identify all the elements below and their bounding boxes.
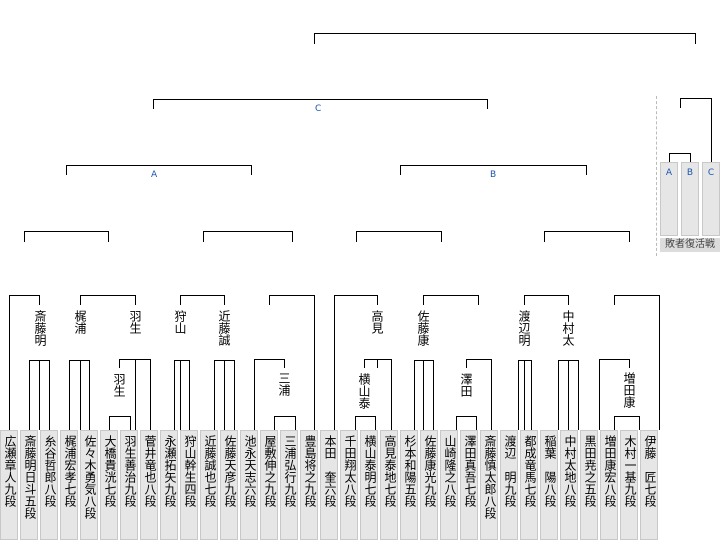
winner-label: 梶浦	[73, 310, 87, 334]
player-cell: 杉本和陽五段	[400, 430, 418, 540]
winner-label: 狩山	[173, 310, 187, 334]
revival-slot-b: B	[681, 162, 699, 236]
player-cell: 狩山幹生四段	[180, 430, 198, 540]
player-cell: 羽生善治九段	[120, 430, 138, 540]
player-cell: 澤田真吾七段	[460, 430, 478, 540]
player-cell: 三浦弘行九段	[280, 430, 298, 540]
player-cell: 広瀬章人九段	[0, 430, 18, 540]
player-cell: 佐藤天彦九段	[220, 430, 238, 540]
winner-label: 増田康	[622, 372, 636, 408]
player-cell: 佐々木勇気八段	[80, 430, 98, 540]
player-cell: 池永天志六段	[240, 430, 258, 540]
player-cell: 中村太地八段	[560, 430, 578, 540]
player-cell: 斎藤慎太郎八段	[480, 430, 498, 540]
player-cell: 梶浦宏孝七段	[60, 430, 78, 540]
player-cell: 佐藤康光九段	[420, 430, 438, 540]
winner-label: 近藤誠	[217, 310, 231, 346]
winner-label: 中村太	[561, 310, 575, 346]
revival-slot-a: A	[660, 162, 678, 236]
winner-label: 佐藤康	[416, 310, 430, 346]
revival-separator	[656, 96, 657, 256]
player-cell: 千田翔太八段	[340, 430, 358, 540]
player-cell: 大橋貴洸七段	[100, 430, 118, 540]
player-cell: 都成竜馬七段	[520, 430, 538, 540]
player-cell: 高見泰地七段	[380, 430, 398, 540]
winner-label: 三浦	[277, 372, 291, 396]
winner-label: 澤田	[459, 373, 473, 397]
player-cell: 近藤誠也七段	[200, 430, 218, 540]
winner-label: 横山泰	[357, 373, 371, 409]
winner-label: 羽生	[112, 373, 126, 397]
player-cell: 渡辺 明九段	[500, 430, 518, 540]
player-cell: 豊島将之九段	[300, 430, 318, 540]
revival-label: 敗者復活戦	[660, 238, 720, 252]
winner-label: 羽生	[128, 310, 142, 334]
revival-slot-c: C	[702, 162, 720, 236]
block-label-a: A	[151, 170, 158, 181]
player-cell: 本田 奎六段	[320, 430, 338, 540]
player-cell: 永瀬拓矢九段	[160, 430, 178, 540]
player-cell: 斎藤明日斗五段	[20, 430, 38, 540]
player-cell: 糸谷哲郎八段	[40, 430, 58, 540]
player-cell: 稲葉 陽八段	[540, 430, 558, 540]
player-cell: 菅井竜也八段	[140, 430, 158, 540]
winner-label: 斎藤明	[33, 310, 47, 346]
block-label-c: C	[315, 104, 322, 115]
player-cell: 山崎隆之八段	[440, 430, 458, 540]
block-label-b: B	[490, 170, 497, 181]
player-cell: 増田康宏八段	[600, 430, 618, 540]
winner-label: 渡辺明	[517, 310, 531, 346]
winner-label: 高見	[370, 310, 384, 334]
player-cell: 伊藤 匠七段	[640, 430, 658, 540]
player-cell: 屋敷伸之九段	[260, 430, 278, 540]
player-cell: 黒田尭之五段	[580, 430, 598, 540]
player-cell: 木村一基九段	[620, 430, 638, 540]
player-cell: 横山泰明七段	[360, 430, 378, 540]
